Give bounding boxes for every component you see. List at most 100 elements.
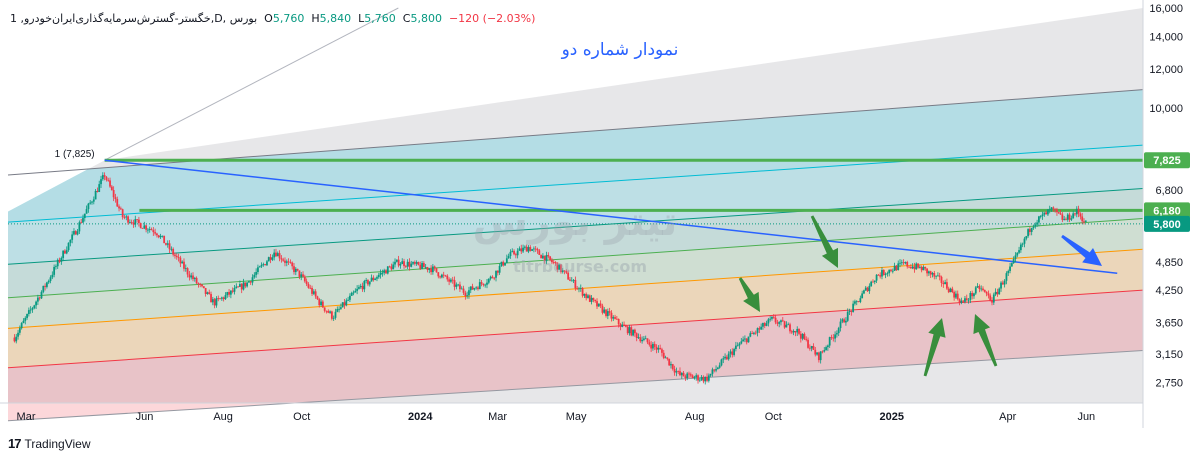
- candle-body: [570, 280, 573, 282]
- candle-body: [394, 261, 396, 265]
- candle-body: [240, 284, 243, 290]
- candle-body: [64, 250, 66, 254]
- candle-body: [363, 281, 366, 290]
- candle-body: [1001, 282, 1004, 285]
- x-tick-label: Jun: [136, 411, 154, 423]
- candle-body: [484, 284, 487, 286]
- candle-body: [40, 291, 43, 299]
- candle-body: [345, 300, 348, 306]
- candle-body: [206, 292, 209, 294]
- candle-body: [917, 263, 919, 268]
- candle-body: [251, 277, 254, 283]
- candle-body: [100, 179, 102, 185]
- candle-body: [293, 266, 295, 273]
- candle-body: [614, 317, 616, 319]
- candle-body: [215, 298, 218, 306]
- candle-body: [130, 222, 133, 223]
- candle-body: [805, 339, 808, 341]
- candle-body: [897, 263, 900, 271]
- candle-body: [217, 298, 220, 300]
- candle-body: [753, 332, 755, 334]
- candle-body: [271, 257, 274, 260]
- symbol-name[interactable]: 1 ,خگستر-گسترش‌سرمایه‌گذاری‌ایران‌خودرو,…: [10, 12, 258, 25]
- candle-body: [136, 219, 138, 220]
- candle-body: [783, 321, 786, 328]
- candle-body: [1043, 212, 1046, 215]
- candle-body: [789, 324, 791, 332]
- candle-body: [868, 285, 871, 292]
- candle-body: [895, 265, 898, 271]
- candle-body: [495, 270, 497, 278]
- candle-body: [439, 276, 441, 278]
- candle-body: [949, 288, 952, 293]
- candle-body: [1056, 209, 1058, 213]
- candle-body: [1016, 252, 1019, 256]
- candle-body: [403, 261, 405, 267]
- candle-body: [1021, 243, 1024, 245]
- candle-body: [1023, 238, 1026, 244]
- candles: [13, 172, 1087, 385]
- candle-body: [729, 351, 732, 354]
- price-badge: [1144, 215, 1190, 232]
- candle-body: [27, 310, 30, 315]
- candle-body: [444, 275, 447, 277]
- candle-body: [781, 320, 784, 322]
- candle-body: [825, 347, 827, 351]
- candle-body: [31, 308, 34, 310]
- candle-body: [612, 317, 615, 319]
- candle-body: [523, 246, 526, 248]
- candle-body: [801, 333, 804, 339]
- candle-body: [226, 292, 229, 296]
- candle-body: [926, 268, 928, 274]
- candle-body: [228, 292, 230, 295]
- candle-body: [300, 274, 303, 277]
- candle-body: [1057, 212, 1060, 214]
- candle-body: [147, 229, 149, 231]
- candle-body: [296, 268, 299, 271]
- candle-body: [166, 243, 169, 245]
- candle-body: [790, 331, 793, 333]
- candle-body: [1074, 213, 1076, 215]
- candle-body: [588, 295, 591, 302]
- candle-body: [673, 369, 676, 373]
- candle-body: [581, 288, 584, 296]
- candle-body: [112, 190, 115, 198]
- candle-body: [450, 279, 452, 282]
- candle-body: [368, 281, 371, 285]
- channel-line: [7, 188, 1144, 265]
- candle-body: [540, 254, 543, 259]
- candle-body: [819, 351, 822, 361]
- candle-body: [659, 347, 662, 350]
- tradingview-footer[interactable]: 17 TradingView: [8, 436, 91, 451]
- candle-body: [826, 345, 829, 348]
- candle-body: [597, 303, 600, 307]
- candle-body: [105, 176, 108, 180]
- candle-body: [843, 319, 846, 323]
- candle-body: [307, 284, 310, 288]
- candle-body: [316, 296, 319, 300]
- candle-body: [386, 266, 389, 274]
- candle-body: [561, 270, 564, 272]
- candle-body: [1000, 282, 1002, 289]
- candle-body: [715, 369, 717, 371]
- candle-body: [121, 209, 124, 218]
- candle-body: [291, 262, 294, 267]
- candle-body: [448, 279, 451, 282]
- candle-body: [229, 290, 232, 295]
- candle-body: [181, 261, 184, 264]
- candle-body: [123, 217, 126, 218]
- candle-body: [1041, 214, 1044, 217]
- candle-body: [257, 267, 259, 272]
- candle-body: [944, 282, 947, 285]
- candle-body: [275, 252, 277, 257]
- candle-body: [531, 249, 533, 251]
- candle-body: [637, 337, 640, 339]
- candle-body: [399, 264, 402, 266]
- candle-body: [154, 232, 157, 234]
- candle-body: [143, 225, 146, 229]
- candle-body: [377, 274, 380, 278]
- candle-body: [648, 342, 651, 345]
- candle-body: [677, 371, 680, 372]
- candle-body: [670, 364, 672, 366]
